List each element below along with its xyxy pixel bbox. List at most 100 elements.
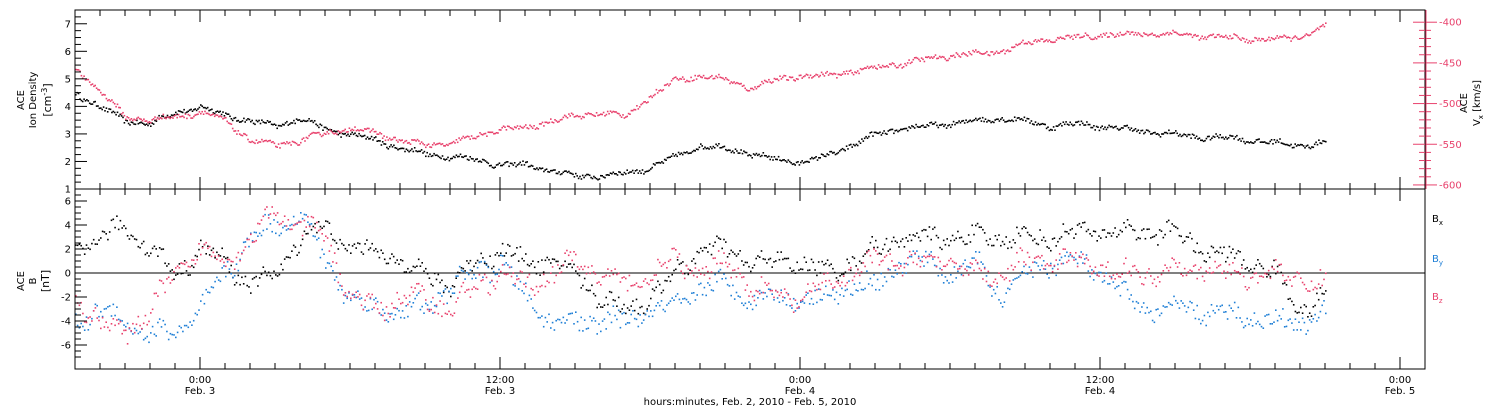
- bz-dot: [216, 258, 218, 261]
- ion-density-dot: [1218, 136, 1220, 139]
- ion-density-dots: [75, 91, 1327, 181]
- ion-density-dot: [580, 178, 583, 180]
- ion-density-dot: [436, 154, 438, 156]
- velocity-vx-dot: [351, 128, 353, 131]
- ion-density-dot: [851, 146, 853, 148]
- ion-density-dot: [765, 155, 767, 157]
- ion-density-dot: [1227, 137, 1230, 139]
- ion-density-dot: [1030, 120, 1033, 122]
- by-dot: [710, 289, 713, 291]
- ion-density-dot: [577, 177, 580, 180]
- bz-dot: [1166, 267, 1168, 269]
- by-dot: [1057, 263, 1059, 266]
- bz-dot: [1180, 273, 1182, 275]
- by-dot: [751, 308, 754, 311]
- velocity-vx-dot: [677, 79, 680, 81]
- by-dot: [1125, 281, 1127, 283]
- ion-density-dot: [336, 130, 338, 133]
- ion-density-dot: [275, 124, 277, 126]
- by-dot: [676, 293, 679, 295]
- bz-dot: [133, 331, 136, 334]
- ion-density-dot: [98, 107, 101, 110]
- by-dot: [1280, 318, 1282, 320]
- velocity-vx-dot: [272, 141, 274, 143]
- by-dot: [91, 317, 93, 320]
- by-dot: [367, 309, 370, 312]
- bz-dot: [1276, 270, 1279, 273]
- bz-dot: [1269, 277, 1272, 280]
- ion-density-dot: [968, 120, 970, 123]
- bx-dot: [1062, 223, 1065, 225]
- ion-density-dot: [527, 165, 530, 168]
- ion-density-dot: [1040, 123, 1042, 125]
- ion-density-dot: [1075, 121, 1077, 124]
- ion-density-dot: [302, 119, 305, 122]
- ion-density-dot: [847, 148, 849, 150]
- bx-dot: [605, 296, 607, 299]
- ion-density-dot: [393, 144, 395, 147]
- ion-density-dot: [1073, 124, 1076, 126]
- by-dot: [498, 268, 500, 271]
- velocity-vx-dot: [1100, 33, 1102, 36]
- by-dot: [316, 238, 318, 241]
- velocity-vx-dot: [841, 73, 844, 75]
- bx-dot: [694, 262, 697, 265]
- by-dot: [628, 322, 631, 324]
- bx-dot: [1267, 273, 1270, 276]
- bz-dot: [1069, 252, 1072, 254]
- velocity-vx-dot: [179, 116, 181, 118]
- ion-density-dot: [587, 173, 590, 176]
- by-dot: [1042, 260, 1045, 262]
- by-dot: [1121, 282, 1123, 284]
- bx-dot: [157, 255, 159, 257]
- velocity-vx-dot: [856, 70, 859, 72]
- by-dot: [626, 322, 629, 324]
- bz-dot: [814, 285, 816, 288]
- bx-dot: [489, 255, 491, 257]
- velocity-vx-dot: [100, 91, 102, 94]
- bx-dot: [1178, 234, 1181, 237]
- ion-density-dot: [529, 165, 531, 168]
- by-dot: [533, 309, 536, 312]
- velocity-vx-dot: [648, 96, 651, 98]
- velocity-vx-dot: [209, 114, 212, 117]
- by-dot: [1276, 319, 1279, 322]
- by-dot: [1185, 311, 1188, 313]
- by-dot: [550, 327, 552, 329]
- bx-dot: [967, 234, 970, 236]
- bz-dot: [205, 241, 207, 244]
- bx-dot: [257, 285, 259, 287]
- ion-density-dot: [576, 175, 578, 177]
- ion-density-dot: [1152, 132, 1155, 134]
- velocity-vx-dot: [715, 75, 717, 77]
- ion-density-dot: [361, 135, 363, 138]
- by-dot: [469, 269, 472, 271]
- ion-density-dot: [462, 156, 465, 159]
- by-dot: [1094, 272, 1097, 275]
- velocity-vx-dot: [370, 129, 373, 132]
- ion-density-dot: [1008, 119, 1010, 122]
- velocity-vx-dot: [461, 137, 463, 140]
- velocity-vx-dot: [106, 99, 109, 102]
- velocity-vx-dot: [1297, 38, 1299, 40]
- ion-density-dot: [1129, 129, 1131, 131]
- ion-density-dot: [227, 113, 230, 115]
- velocity-vx-dot: [931, 57, 934, 59]
- bx-dot: [837, 279, 840, 282]
- bx-dot: [75, 244, 77, 246]
- velocity-vx-dot: [1069, 36, 1071, 39]
- velocity-vx-dot: [879, 66, 881, 68]
- bx-dot: [210, 249, 213, 252]
- velocity-vx-dot: [1038, 40, 1041, 42]
- ion-density-dot: [1293, 146, 1295, 149]
- bx-dot: [575, 270, 577, 272]
- bz-dot: [694, 267, 697, 269]
- ion-density-dot: [605, 174, 608, 176]
- velocity-vx-dot: [769, 81, 771, 83]
- by-dot: [1292, 329, 1295, 331]
- by-dot: [1157, 308, 1159, 310]
- ion-density-dot: [516, 164, 519, 166]
- bz-dot: [241, 253, 243, 255]
- bz-dot: [1208, 267, 1211, 269]
- bx-dot: [1157, 244, 1159, 246]
